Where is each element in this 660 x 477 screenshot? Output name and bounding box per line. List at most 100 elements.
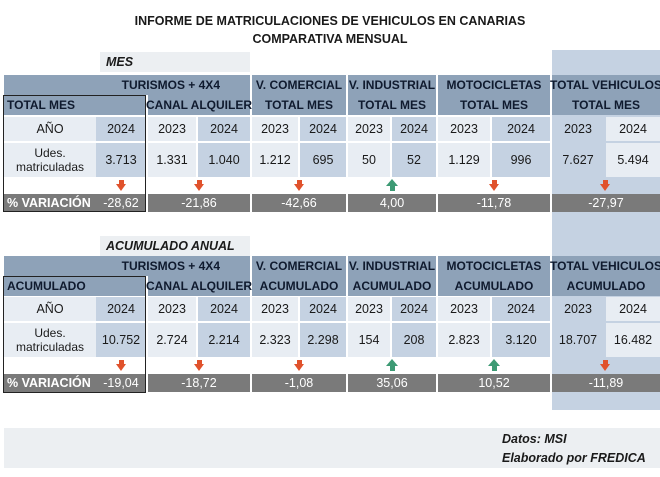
anual-value-cell: 2.298 xyxy=(300,323,346,357)
anual-year-cell: 2024 xyxy=(606,297,660,321)
anual-header-industrial: V. INDUSTRIAL xyxy=(348,256,436,276)
footer-author: Elaborado por FREDICA xyxy=(502,451,646,465)
mes-variation-value: -11,78 xyxy=(438,194,550,212)
trend-down-icon xyxy=(487,178,501,192)
mes-value-cell: 52 xyxy=(392,143,436,177)
anual-title-bg xyxy=(100,236,250,256)
anual-variation-value: 35,06 xyxy=(348,374,436,392)
anual-value-cell: 208 xyxy=(392,323,436,357)
anual-header-canal: CANAL ALQUILER xyxy=(146,276,252,296)
trend-down-icon xyxy=(192,358,206,372)
anual-header-moto: MOTOCICLETAS xyxy=(438,256,550,276)
anual-header-first-label: ACUMULADO xyxy=(4,276,146,296)
anual-variation-value: -11,89 xyxy=(552,374,660,392)
anual-value-cell: 2.214 xyxy=(198,323,250,357)
anual-header-comercial: V. COMERCIAL xyxy=(252,256,346,276)
footer-source: Datos: MSI xyxy=(502,432,567,446)
mes-highlight-box xyxy=(3,95,146,212)
anual-value-cell: 2.323 xyxy=(252,323,298,357)
anual-section-title: ACUMULADO ANUAL xyxy=(106,239,235,253)
mes-header-comercial-sub: TOTAL MES xyxy=(252,95,346,115)
mes-arrow-row xyxy=(4,177,552,193)
mes-variation-value: -28,62 xyxy=(96,194,146,212)
anual-value-cell: 2.823 xyxy=(438,323,490,357)
anual-value-cell: 16.482 xyxy=(606,323,660,357)
anual-variation-value: -18,72 xyxy=(148,374,250,392)
mes-variation-value: -21,86 xyxy=(148,194,250,212)
anual-units-label: Udes. matriculadas xyxy=(4,323,96,357)
anual-value-cell: 10.752 xyxy=(96,323,146,357)
mes-value-cell: 1.331 xyxy=(148,143,196,177)
anual-units-label-line2: matriculadas xyxy=(15,340,85,354)
mes-year-cell: 2023 xyxy=(252,117,298,141)
anual-variation-value: 10,52 xyxy=(438,374,550,392)
anual-arrow-row xyxy=(4,357,552,373)
trend-down-icon xyxy=(292,178,306,192)
mes-year-cell: 2023 xyxy=(438,117,490,141)
mes-year-cell: 2024 xyxy=(198,117,250,141)
mes-header-first-label: TOTAL MES xyxy=(4,95,146,115)
mes-variation-value: 4,00 xyxy=(348,194,436,212)
mes-year-cell: 2023 xyxy=(564,122,592,136)
report-title: INFORME DE MATRICULACIONES DE VEHICULOS … xyxy=(134,14,526,28)
anual-header-total-sub: ACUMULADO xyxy=(552,276,660,296)
anual-value-cell: 2.724 xyxy=(148,323,196,357)
anual-year-cell: 2023 xyxy=(348,297,390,321)
anual-header-industrial-sub: ACUMULADO xyxy=(348,276,436,296)
mes-units-label-line1: Udes. xyxy=(34,146,66,160)
mes-year-cell: 2024 xyxy=(492,117,550,141)
anual-value-cell: 18.707 xyxy=(558,333,598,347)
mes-header-industrial: V. INDUSTRIAL xyxy=(348,75,436,95)
trend-down-icon xyxy=(598,358,612,372)
report-subtitle: COMPARATIVA MENSUAL xyxy=(252,32,408,46)
mes-header-total-sub: TOTAL MES xyxy=(552,95,660,115)
trend-down-icon xyxy=(114,178,128,192)
trend-down-icon xyxy=(114,358,128,372)
mes-value-cell: 3.713 xyxy=(96,143,146,177)
mes-units-label: Udes. matriculadas xyxy=(4,143,96,177)
anual-year-cell: 2024 xyxy=(198,297,250,321)
mes-year-cell: 2024 xyxy=(606,117,660,141)
mes-header-canal: CANAL ALQUILER xyxy=(146,95,252,115)
mes-header-industrial-sub: TOTAL MES xyxy=(348,95,436,115)
anual-year-cell: 2024 xyxy=(492,297,550,321)
anual-variation-value: -1,08 xyxy=(252,374,346,392)
trend-down-icon xyxy=(192,178,206,192)
anual-highlight-box xyxy=(3,276,146,393)
mes-year-cell: 2024 xyxy=(392,117,436,141)
mes-year-cell: 2023 xyxy=(148,117,196,141)
mes-value-cell: 50 xyxy=(348,143,390,177)
mes-value-cell: 695 xyxy=(300,143,346,177)
anual-header-moto-sub: ACUMULADO xyxy=(438,276,550,296)
trend-down-icon xyxy=(292,358,306,372)
anual-header-comercial-sub: ACUMULADO xyxy=(252,276,346,296)
mes-variation-value: -42,66 xyxy=(252,194,346,212)
mes-variation-value: -27,97 xyxy=(552,194,660,212)
mes-section-title: MES xyxy=(106,55,134,69)
mes-value-cell: 996 xyxy=(492,143,550,177)
mes-year-label: AÑO xyxy=(4,117,96,141)
trend-down-icon xyxy=(598,178,612,192)
anual-header-turismos: TURISMOS + 4X4 xyxy=(4,256,250,276)
anual-year-cell: 2024 xyxy=(392,297,436,321)
mes-value-cell: 5.494 xyxy=(606,143,660,177)
mes-units-label-line2: matriculadas xyxy=(15,160,85,174)
anual-year-cell: 2023 xyxy=(148,297,196,321)
anual-header-total: TOTAL VEHICULOS xyxy=(550,256,660,276)
mes-title-bg xyxy=(100,52,250,72)
anual-year-label: AÑO xyxy=(4,297,96,321)
trend-up-icon xyxy=(487,358,501,372)
footer-band xyxy=(4,428,660,468)
mes-header-total: TOTAL VEHICULOS xyxy=(550,75,660,95)
anual-year-cell: 2024 xyxy=(96,297,146,321)
trend-up-icon xyxy=(385,178,399,192)
mes-year-cell: 2024 xyxy=(300,117,346,141)
anual-year-cell: 2023 xyxy=(252,297,298,321)
mes-header-comercial: V. COMERCIAL xyxy=(252,75,346,95)
mes-value-cell: 1.129 xyxy=(438,143,490,177)
mes-year-cell: 2023 xyxy=(348,117,390,141)
trend-up-icon xyxy=(385,358,399,372)
mes-value-cell: 1.212 xyxy=(252,143,298,177)
mes-year-cell: 2024 xyxy=(96,117,146,141)
mes-value-cell: 1.040 xyxy=(198,143,250,177)
